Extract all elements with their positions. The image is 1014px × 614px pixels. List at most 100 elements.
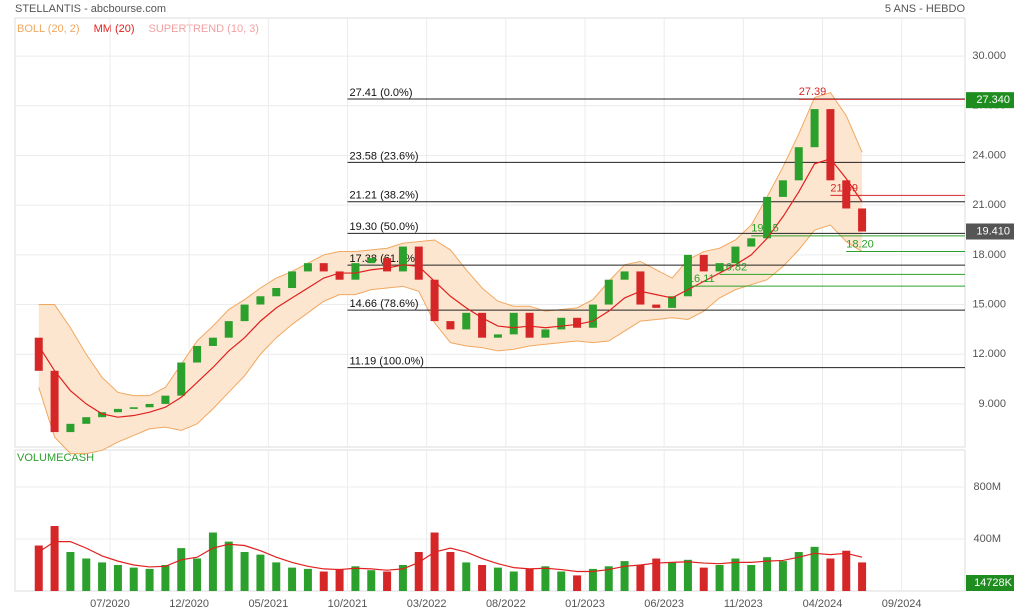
candle-body <box>652 304 661 308</box>
volume-bar <box>98 562 107 591</box>
annotation-label: 19.15 <box>751 223 779 235</box>
volume-bar <box>683 559 692 591</box>
candle-body <box>98 412 107 418</box>
candle-body <box>620 271 629 280</box>
price-box-label: 19.410 <box>976 225 1010 237</box>
legend-entry: BOLL (20, 2) <box>17 23 80 35</box>
legend-entry: MM (20) <box>94 23 135 35</box>
volume-bar <box>430 532 439 591</box>
candle-body <box>858 208 867 232</box>
candle-body <box>34 337 43 371</box>
y-tick-label: 18.000 <box>972 249 1006 261</box>
candle-body <box>256 296 265 305</box>
fibonacci-label: 23.58 (23.6%) <box>350 150 419 162</box>
x-tick-label: 01/2023 <box>565 598 605 610</box>
candle-body <box>541 329 550 338</box>
x-tick-label: 11/2023 <box>724 598 763 610</box>
annotation-label: 27.39 <box>799 86 827 98</box>
candle-body <box>509 312 518 335</box>
chart-subtitle: 5 ANS - HEBDO <box>885 3 966 15</box>
annotation-label: 21.59 <box>830 182 858 194</box>
candle-body <box>288 271 297 288</box>
volume-bar <box>414 552 423 591</box>
volume-bar <box>398 565 407 591</box>
volume-bar <box>810 546 819 591</box>
y-tick-label: 24.000 <box>972 149 1006 161</box>
fibonacci-label: 19.30 (50.0%) <box>350 221 419 233</box>
volume-bar <box>636 565 645 591</box>
bollinger-fill <box>38 92 863 454</box>
x-tick-label: 07/2020 <box>90 598 130 610</box>
volume-bar <box>193 558 202 591</box>
bollinger-upper <box>38 91 863 397</box>
candle-body <box>82 417 91 424</box>
candle-body <box>778 180 787 197</box>
candle-body <box>113 408 122 413</box>
volume-bar <box>763 557 772 591</box>
annotation-label: 18.20 <box>846 238 874 250</box>
volume-bar <box>288 567 297 591</box>
candle-body <box>794 147 803 181</box>
volume-bar <box>509 571 518 591</box>
price-panel <box>14 17 966 448</box>
candle-body <box>161 395 170 404</box>
candle-body <box>604 279 613 305</box>
candle-body <box>683 254 692 297</box>
candle-body <box>699 254 708 272</box>
candle-body <box>50 370 59 433</box>
candle-body <box>668 296 677 308</box>
volume-bar <box>731 558 740 591</box>
volume-bar <box>668 562 677 591</box>
x-tick-label: 05/2021 <box>248 598 288 610</box>
volume-bar <box>858 562 867 591</box>
candle-body <box>272 287 281 297</box>
volume-bar <box>493 567 502 591</box>
candle-body <box>351 263 360 280</box>
volume-box <box>966 575 1014 591</box>
volume-bar <box>794 552 803 591</box>
volume-bar <box>778 561 787 591</box>
volume-bar <box>620 561 629 591</box>
candle-body <box>430 279 439 322</box>
candle-body <box>193 345 202 363</box>
volume-bar <box>224 541 233 591</box>
x-tick-label: 12/2020 <box>169 598 209 610</box>
y2-tick-label: 400M <box>973 533 1001 545</box>
price-box <box>966 223 1014 240</box>
volume-bar <box>604 566 613 591</box>
legend-entry: SUPERTREND (10, 3) <box>149 23 259 35</box>
bollinger-lower <box>38 224 863 455</box>
volume-bar <box>272 562 281 591</box>
fibonacci-label: 11.19 (100.0%) <box>350 356 424 368</box>
y-tick-label: 15.000 <box>972 298 1006 310</box>
candle-body <box>557 317 566 330</box>
volume-moving-average <box>38 541 863 573</box>
volume-bar <box>129 567 138 591</box>
volume-bar <box>588 568 597 591</box>
x-tick-label: 09/2024 <box>882 598 922 610</box>
volume-bar <box>34 545 43 591</box>
candle-body <box>826 109 835 181</box>
candle-body <box>177 362 186 396</box>
volume-bar <box>446 552 455 591</box>
volume-bar <box>383 571 392 591</box>
volume-box-label: 14728K <box>974 577 1013 589</box>
volume-bar <box>573 575 582 591</box>
volume-bar <box>161 565 170 591</box>
y-tick-label: 30.000 <box>972 50 1006 62</box>
candle-body <box>414 246 423 280</box>
candle-body <box>303 263 312 272</box>
volume-panel <box>14 449 966 592</box>
volume-bar <box>478 565 487 591</box>
volume-title: VOLUMECASH <box>17 452 94 464</box>
volume-bar <box>303 568 312 591</box>
candle-body <box>129 407 138 409</box>
candle-body <box>367 258 376 264</box>
volume-bar <box>177 548 186 591</box>
candle-body <box>208 337 217 346</box>
volume-bar <box>50 526 59 591</box>
volume-bar <box>82 558 91 591</box>
volume-bar <box>842 550 851 591</box>
volume-bar <box>319 571 328 591</box>
volume-bar <box>699 567 708 591</box>
